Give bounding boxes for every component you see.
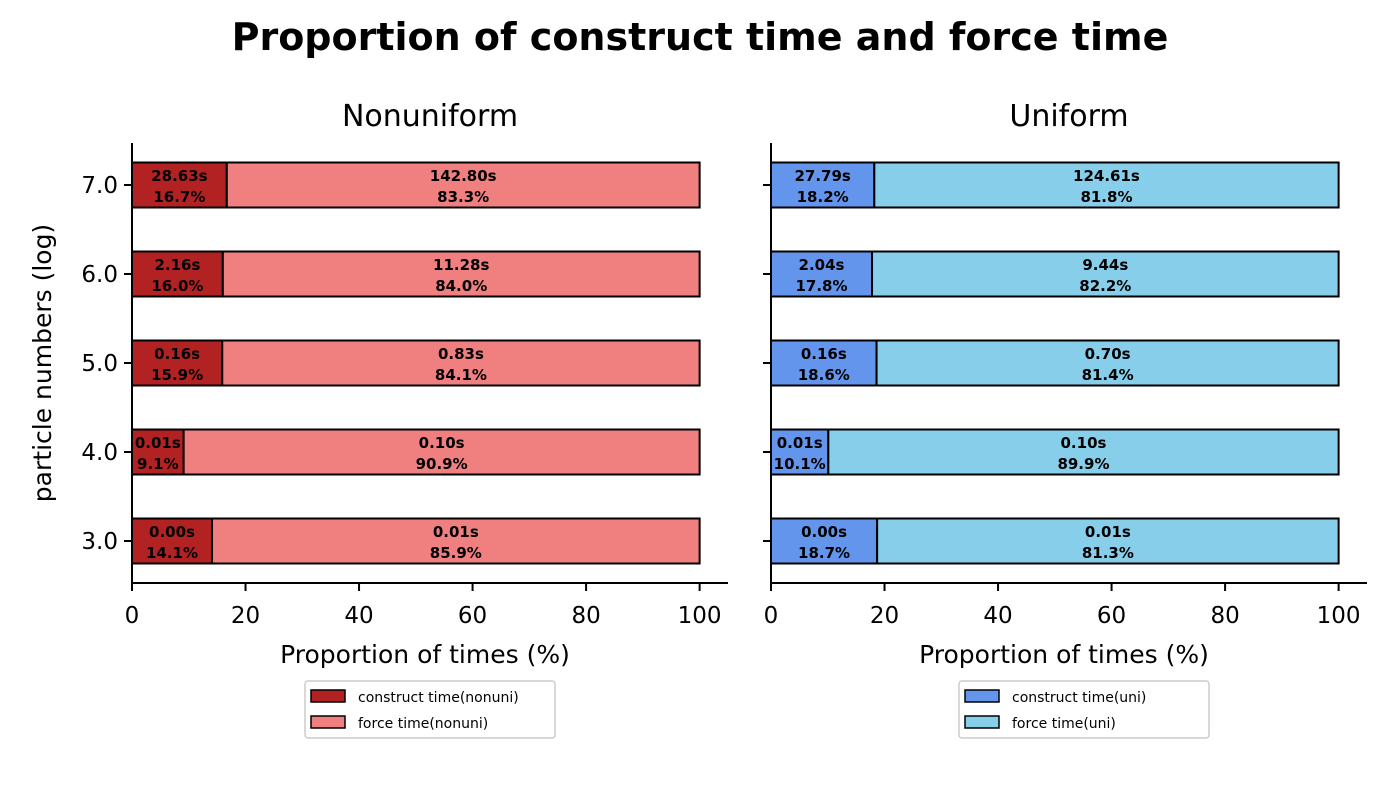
x-tick-label: 60: [458, 603, 487, 629]
bar-percent-label: 85.9%: [430, 544, 482, 562]
bar-time-label: 124.61s: [1073, 167, 1140, 185]
bar-nonuniform-7.0-force: [225, 161, 701, 209]
legend-swatch: [310, 715, 346, 729]
bar-percent-label: 16.0%: [151, 277, 203, 295]
bar-time-label: 0.70s: [1085, 345, 1131, 363]
bar-time-label: 2.16s: [154, 256, 200, 274]
bar-time-label: 0.16s: [154, 345, 200, 363]
bar-time-label: 0.01s: [433, 523, 479, 541]
bar-percent-label: 10.1%: [774, 455, 826, 473]
y-tick-label: 6.0: [81, 262, 118, 288]
legend-entry: force time(nonuni): [358, 716, 488, 732]
x-tick-label: 40: [983, 603, 1012, 629]
bar-time-label: 9.44s: [1082, 256, 1128, 274]
bar-nonuniform-5.0-force: [221, 339, 701, 387]
bar-nonuniform-3.0-force: [211, 517, 701, 565]
x-tick-label: 0: [125, 603, 140, 629]
legend-entry: construct time(uni): [1012, 690, 1146, 706]
subplot-title-nonuniform: Nonuniform: [342, 99, 518, 134]
bar-time-label: 0.01s: [777, 434, 823, 452]
x-tick-label: 0: [764, 603, 779, 629]
legend-swatch: [310, 689, 346, 703]
bar-nonuniform-4.0-construct: [131, 428, 185, 476]
bar-uniform-5.0-construct: [770, 339, 878, 387]
bar-percent-label: 14.1%: [146, 544, 198, 562]
bar-uniform-3.0-construct: [770, 517, 879, 565]
bar-time-label: 0.01s: [1085, 523, 1131, 541]
bar-percent-label: 18.2%: [797, 188, 849, 206]
x-tick-label: 100: [678, 603, 722, 629]
legend-entry: construct time(nonuni): [358, 690, 519, 706]
bar-nonuniform-4.0-force: [182, 428, 701, 476]
subplot-title-uniform: Uniform: [1009, 99, 1128, 134]
y-tick-label: 5.0: [81, 351, 118, 377]
legend-box: [958, 680, 1210, 739]
bar-time-label: 0.00s: [801, 523, 847, 541]
y-tick-label: 4.0: [81, 440, 118, 466]
legend-entry: force time(uni): [1012, 716, 1116, 732]
bar-time-label: 27.79s: [794, 167, 850, 185]
bar-time-label: 0.01s: [135, 434, 181, 452]
x-tick-label: 100: [1317, 603, 1361, 629]
y-axis-label: particle numbers (log): [28, 224, 57, 502]
bar-percent-label: 81.4%: [1082, 366, 1134, 384]
bar-nonuniform-6.0-construct: [131, 250, 224, 298]
x-tick-label: 80: [571, 603, 600, 629]
x-tick-label: 40: [344, 603, 373, 629]
y-tick-label: 3.0: [81, 529, 118, 555]
figure-title: Proportion of construct time and force t…: [232, 15, 1169, 59]
bar-time-label: 28.63s: [151, 167, 207, 185]
legend-box: [304, 680, 556, 739]
x-tick-label: 20: [870, 603, 899, 629]
bar-percent-label: 15.9%: [151, 366, 203, 384]
bar-time-label: 2.04s: [799, 256, 845, 274]
bar-percent-label: 81.3%: [1082, 544, 1134, 562]
x-tick-label: 60: [1097, 603, 1126, 629]
bar-uniform-5.0-force: [875, 339, 1340, 387]
bar-percent-label: 9.1%: [137, 455, 179, 473]
bar-time-label: 0.00s: [149, 523, 195, 541]
bar-percent-label: 89.9%: [1057, 455, 1109, 473]
legend-swatch: [964, 715, 1000, 729]
bar-uniform-4.0-force: [827, 428, 1340, 476]
bar-uniform-7.0-construct: [770, 161, 876, 209]
bar-percent-label: 81.8%: [1080, 188, 1132, 206]
bar-percent-label: 83.3%: [437, 188, 489, 206]
bar-percent-label: 18.6%: [798, 366, 850, 384]
bar-percent-label: 90.9%: [416, 455, 468, 473]
y-tick-label: 7.0: [81, 173, 118, 199]
bar-percent-label: 84.0%: [435, 277, 487, 295]
x-tick-label: 20: [231, 603, 260, 629]
x-axis-label: Proportion of times (%): [280, 640, 570, 669]
bar-nonuniform-6.0-force: [221, 250, 701, 298]
x-tick-label: 80: [1210, 603, 1239, 629]
bar-uniform-3.0-force: [876, 517, 1340, 565]
bar-percent-label: 18.7%: [798, 544, 850, 562]
bar-time-label: 142.80s: [430, 167, 497, 185]
x-axis-label: Proportion of times (%): [919, 640, 1209, 669]
bar-time-label: 0.83s: [438, 345, 484, 363]
bar-percent-label: 17.8%: [795, 277, 847, 295]
bar-uniform-6.0-force: [871, 250, 1340, 298]
bar-percent-label: 16.7%: [153, 188, 205, 206]
bar-time-label: 0.16s: [801, 345, 847, 363]
legend-swatch: [964, 689, 1000, 703]
bar-percent-label: 82.2%: [1079, 277, 1131, 295]
bar-time-label: 11.28s: [433, 256, 489, 274]
bar-time-label: 0.10s: [1061, 434, 1107, 452]
panel-uniform: Uniform 0.00s 18.7% 0.01s 81.3% 0.01s 10.1% 0.1…: [763, 99, 1367, 739]
panel-nonuniform: Nonuniform 0.00s 14.1% 0.01s 85.9% 0.01s 9.1% 0…: [28, 99, 728, 739]
bar-nonuniform-5.0-construct: [131, 339, 224, 387]
bar-percent-label: 84.1%: [435, 366, 487, 384]
bar-time-label: 0.10s: [419, 434, 465, 452]
bar-uniform-7.0-force: [873, 161, 1340, 209]
